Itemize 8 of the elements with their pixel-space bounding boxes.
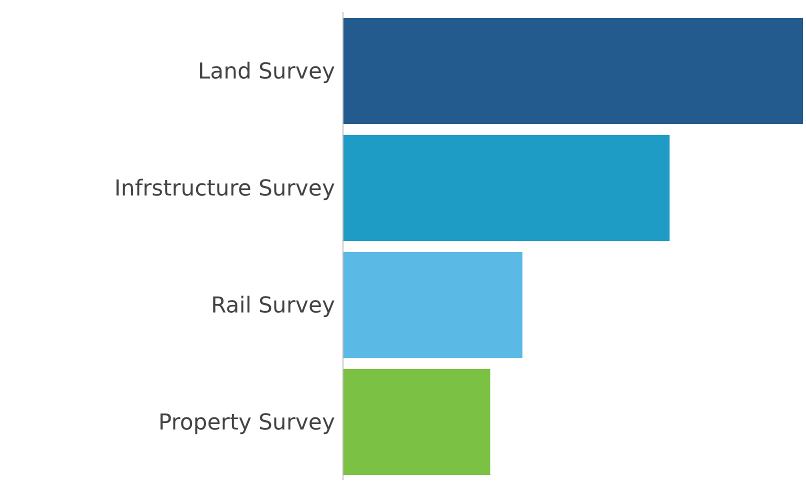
y-tick-label: Rail Survey — [210, 293, 335, 318]
y-tick-label: Property Survey — [158, 410, 335, 436]
y-tick-label: Infrstructure Survey — [114, 176, 335, 202]
bar — [343, 18, 803, 124]
bar — [343, 135, 670, 241]
bar — [343, 252, 522, 358]
y-tick-label: Land Survey — [198, 59, 335, 84]
bar — [343, 369, 490, 475]
